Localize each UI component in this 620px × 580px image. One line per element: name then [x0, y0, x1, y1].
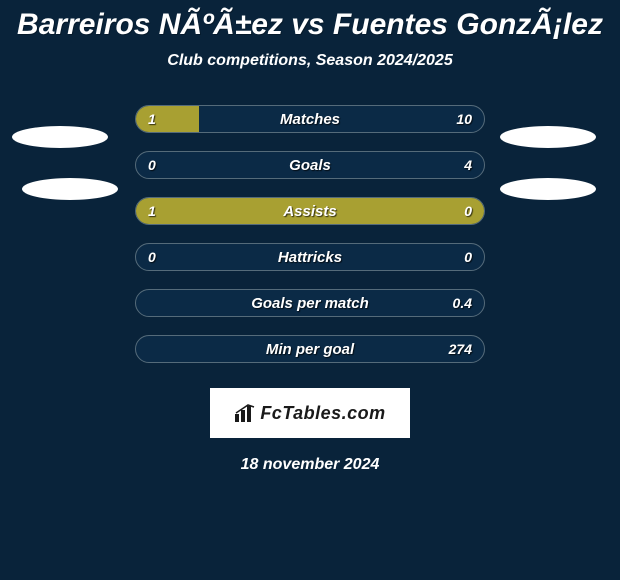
brand-text: FcTables.com — [260, 403, 385, 424]
stat-row: 0.4Goals per match — [135, 289, 485, 317]
stat-row: 00Hattricks — [135, 243, 485, 271]
player-ellipse-0 — [12, 126, 108, 148]
page-title: Barreiros NÃºÃ±ez vs Fuentes GonzÃ¡lez — [0, 0, 620, 42]
stat-label: Goals per match — [136, 290, 484, 316]
stat-label: Matches — [136, 106, 484, 132]
player-ellipse-3 — [500, 178, 596, 200]
stat-row: 04Goals — [135, 151, 485, 179]
player-ellipse-2 — [500, 126, 596, 148]
comparison-infographic: Barreiros NÃºÃ±ez vs Fuentes GonzÃ¡lez C… — [0, 0, 620, 580]
stat-row: 110Matches — [135, 105, 485, 133]
brand-logo: FcTables.com — [210, 388, 410, 438]
bars-icon — [234, 404, 256, 422]
player-ellipse-1 — [22, 178, 118, 200]
stat-label: Goals — [136, 152, 484, 178]
stat-label: Min per goal — [136, 336, 484, 362]
stat-row: 10Assists — [135, 197, 485, 225]
stat-row: 274Min per goal — [135, 335, 485, 363]
stat-label: Hattricks — [136, 244, 484, 270]
stat-label: Assists — [136, 198, 484, 224]
stat-rows: 110Matches 04Goals 10Assists 00Hattricks 0.4… — [135, 105, 485, 363]
subtitle: Club competitions, Season 2024/2025 — [0, 52, 620, 70]
date-text: 18 november 2024 — [0, 456, 620, 474]
